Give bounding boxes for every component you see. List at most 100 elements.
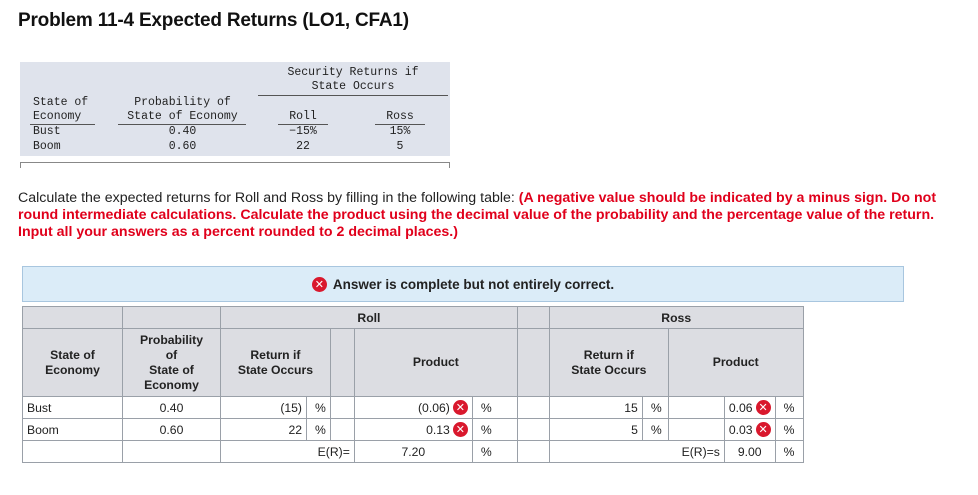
group-roll: Roll <box>220 306 518 329</box>
ross-expected-label: E(R)=s <box>548 440 725 463</box>
spacer <box>516 440 550 463</box>
table-row: Bust 0.40 (15) % (0.06) ✕ % 15 % 0.06 ✕ % <box>22 396 804 419</box>
x-circle-icon: ✕ <box>755 422 771 437</box>
ross-product-bust-input[interactable]: 0.06 ✕ <box>723 396 776 419</box>
ross-return-bust-input[interactable]: 15 <box>548 396 643 419</box>
hdr-state-2: Economy <box>45 362 100 377</box>
totals-blank <box>122 440 221 463</box>
x-circle-icon: ✕ <box>452 400 468 415</box>
spacer <box>667 418 725 441</box>
feedback-banner: ✕ Answer is complete but not entirely co… <box>22 266 904 302</box>
group-header-line1: Security Returns if <box>287 66 419 79</box>
row-bust-state: Bust <box>33 125 61 138</box>
hdr-blank-state <box>22 306 123 329</box>
hdr-gap-2 <box>516 328 550 397</box>
hdr-ross-return-1: Return if <box>583 347 634 362</box>
row-boom-state-cell: Boom <box>22 418 123 441</box>
row-boom-prob: 0.60 <box>168 140 197 153</box>
hdr-roll-return-2: State Occurs <box>237 362 314 377</box>
hdr-prob-2: of <box>165 347 178 362</box>
rule-prob <box>118 124 246 125</box>
hdr-prob-1: Probability <box>140 332 203 347</box>
hdr-prob: Probability of State of Economy <box>122 328 221 397</box>
col-prob-line2: State of Economy <box>127 110 238 123</box>
ross-product-bust-value: 0.06 <box>728 400 753 415</box>
ross-product-boom-input[interactable]: 0.03 ✕ <box>723 418 776 441</box>
percent-label: % <box>306 418 331 441</box>
row-bust-ross: 15% <box>389 125 411 138</box>
percent-label: % <box>774 418 804 441</box>
instructions: Calculate the expected returns for Roll … <box>18 190 963 241</box>
col-state-line1: State of <box>33 96 89 109</box>
page-title: Problem 11-4 Expected Returns (LO1, CFA1… <box>18 10 409 31</box>
hdr-state-1: State of <box>50 347 95 362</box>
percent-label: % <box>471 440 518 463</box>
instructions-text: Calculate the expected returns for Roll … <box>18 190 519 206</box>
hdr-gap <box>516 306 550 329</box>
group-header-line2: State Occurs <box>311 80 395 93</box>
row-bust-roll: −15% <box>289 125 317 138</box>
spacer <box>329 396 355 419</box>
hdr-blank-prob <box>122 306 221 329</box>
row-boom-ross: 5 <box>396 140 404 153</box>
spacer <box>667 396 725 419</box>
hdr-ross-product: Product <box>667 328 804 397</box>
roll-expected-label: E(R)= <box>220 440 355 463</box>
given-returns-table: Security Returns if State Occurs State o… <box>20 62 450 168</box>
col-state-line2: Economy <box>33 110 82 123</box>
percent-label: % <box>471 418 518 441</box>
hdr-ross-return-2: State Occurs <box>571 362 647 377</box>
instructions-note: (A negative value should be indicated by… <box>18 190 937 240</box>
percent-label: % <box>774 396 804 419</box>
table-row: E(R)= 7.20 % E(R)=s 9.00 % <box>22 440 804 463</box>
roll-return-bust-input[interactable]: (15) <box>220 396 307 419</box>
rule-ross <box>375 124 425 125</box>
percent-label: % <box>774 440 804 463</box>
hdr-prob-3: State of <box>149 362 194 377</box>
spacer <box>516 396 550 419</box>
x-circle-icon: ✕ <box>755 400 771 415</box>
row-boom-state: Boom <box>33 140 61 153</box>
roll-product-bust-value: (0.06) <box>418 400 450 415</box>
percent-label: % <box>471 396 518 419</box>
hdr-roll-spacer <box>329 328 355 397</box>
hdr-roll-return: Return if State Occurs <box>220 328 331 397</box>
table-bottom-rule <box>20 162 450 168</box>
percent-label: % <box>641 396 669 419</box>
x-circle-icon: ✕ <box>311 276 327 292</box>
answer-table: Roll Ross State of Economy Probability o… <box>22 306 804 463</box>
rule-roll <box>278 124 328 125</box>
percent-label: % <box>641 418 669 441</box>
roll-product-boom-input[interactable]: 0.13 ✕ <box>353 418 473 441</box>
hdr-prob-4: Economy <box>144 377 199 392</box>
row-boom-prob-cell: 0.60 <box>122 418 221 441</box>
roll-product-bust-input[interactable]: (0.06) ✕ <box>353 396 473 419</box>
feedback-text: Answer is complete but not entirely corr… <box>332 276 615 292</box>
percent-label: % <box>306 396 331 419</box>
hdr-roll-return-1: Return if <box>250 347 301 362</box>
roll-expected-input[interactable]: 7.20 <box>353 440 473 463</box>
row-bust-state-cell: Bust <box>22 396 123 419</box>
hdr-roll-product: Product <box>353 328 518 397</box>
group-ross: Ross <box>548 306 804 329</box>
row-bust-prob: 0.40 <box>168 125 197 138</box>
table-row: Boom 0.60 22 % 0.13 ✕ % 5 % 0.03 ✕ % <box>22 418 804 441</box>
col-ross: Ross <box>386 110 414 123</box>
rule-state <box>30 124 95 125</box>
hdr-ross-return: Return if State Occurs <box>548 328 669 397</box>
x-circle-icon: ✕ <box>452 422 468 437</box>
spacer <box>516 418 550 441</box>
col-roll: Roll <box>289 110 317 123</box>
col-prob-line1: Probability of <box>134 96 231 109</box>
ross-return-boom-input[interactable]: 5 <box>548 418 643 441</box>
roll-product-boom-value: 0.13 <box>426 422 450 437</box>
spacer <box>329 418 355 441</box>
group-header-rule <box>258 95 448 96</box>
ross-expected-input[interactable]: 9.00 <box>723 440 776 463</box>
row-boom-roll: 22 <box>296 140 310 153</box>
row-bust-prob-cell: 0.40 <box>122 396 221 419</box>
hdr-state: State of Economy <box>22 328 123 397</box>
roll-return-boom-input[interactable]: 22 <box>220 418 307 441</box>
ross-product-boom-value: 0.03 <box>728 422 753 437</box>
totals-blank <box>22 440 123 463</box>
